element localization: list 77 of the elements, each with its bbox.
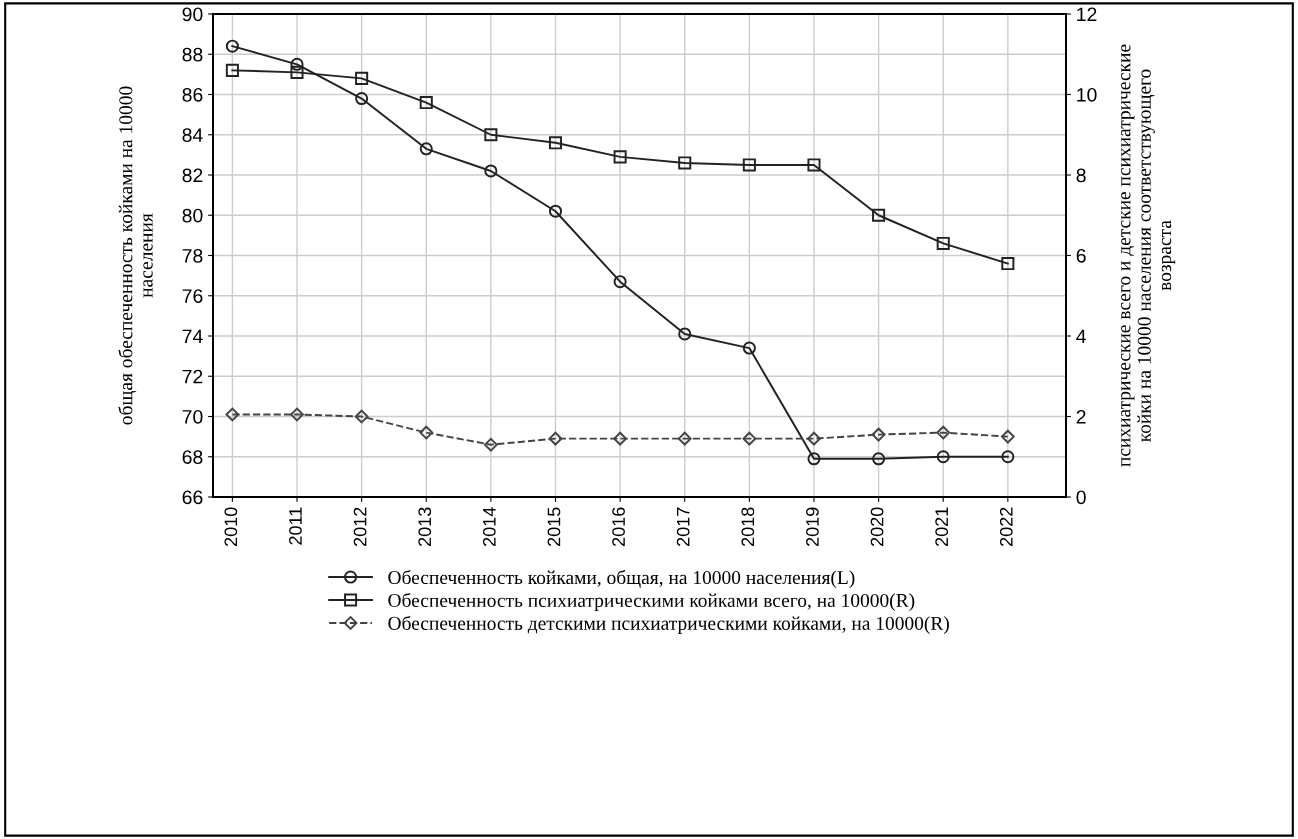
x-tick-label: 2020 [870,507,884,546]
point [290,65,304,79]
y-tick-label: 82 [182,168,203,183]
point [225,63,239,77]
y-tick-label: 76 [182,289,203,303]
point [484,128,498,142]
point [548,136,563,150]
point [613,150,627,164]
point [290,407,304,422]
point [355,92,369,106]
x-tick-label: 2018 [741,507,755,546]
point [419,96,433,110]
point [742,341,756,355]
point [742,158,756,172]
legend-label: Обеспеченность психиатрическими койками всего, на 10000(R) [388,592,915,611]
point [419,142,433,156]
point [742,431,757,446]
point [678,156,692,170]
y-tick-label: 78 [182,248,203,263]
x-tick-label: 2017 [676,507,690,546]
y2-axis-title: психиатрические всего и детские психиатрические койки на 10000 населения соответствующего возраста [1121,44,1176,467]
point [1001,450,1015,464]
point [807,158,821,172]
y2-tick-label: 2 [1076,409,1086,424]
point [1001,257,1015,271]
y-tick-label: 80 [182,208,203,223]
x-tick-label: 2019 [806,507,819,546]
point [807,452,821,466]
point [613,275,627,289]
point [419,425,434,440]
point [936,450,950,464]
y-tick-label: 66 [182,490,203,505]
y-tick-label: 90 [182,7,203,22]
x-tick-label: 2021 [935,507,949,546]
y-tick-label: 70 [182,409,203,424]
point [484,437,498,452]
point [678,327,692,341]
x-tick-label: 2010 [224,507,238,546]
point [613,431,627,446]
point [807,431,821,446]
x-tick-label: 2011 [289,507,302,545]
point [484,164,498,178]
x-tick-label: 2016 [612,507,625,546]
y-tick-label: 68 [182,450,203,464]
point [225,39,239,53]
y2-tick-label: 8 [1076,168,1086,183]
point [936,236,950,250]
legend-label: Обеспеченность койками, общая, на 10000 населения(L) [388,569,855,589]
y2-tick-label: 6 [1076,248,1086,263]
point [354,409,369,424]
point [225,407,240,422]
point [548,431,563,446]
y-tick-label: 86 [182,87,203,102]
x-tick-label: 2012 [353,507,367,546]
y-tick-label: 88 [182,47,203,62]
point [548,204,563,218]
y-tick-label: 74 [182,329,203,344]
x-tick-label: 2022 [999,507,1013,546]
y-tick-label: 72 [182,369,203,384]
y-tick-label: 84 [182,128,203,142]
y-axis-title: общая обеспеченность койками на 10000 населения [118,86,153,425]
x-tick-label: 2015 [547,507,561,546]
point [872,452,886,466]
legend-label: Обеспеченность детскими психиатрическими койками, на 10000(R) [388,615,949,634]
point [677,431,692,446]
y2-tick-label: 12 [1077,7,1097,22]
point [290,57,304,71]
point [1000,429,1015,444]
point [936,425,951,440]
y2-tick-label: 0 [1076,490,1086,505]
point [355,71,369,85]
x-tick-label: 2014 [482,507,496,546]
y2-tick-label: 10 [1077,87,1097,102]
x-tick-label: 2013 [418,507,432,546]
y2-tick-label: 4 [1076,329,1086,344]
point [871,427,886,442]
point [872,208,886,222]
